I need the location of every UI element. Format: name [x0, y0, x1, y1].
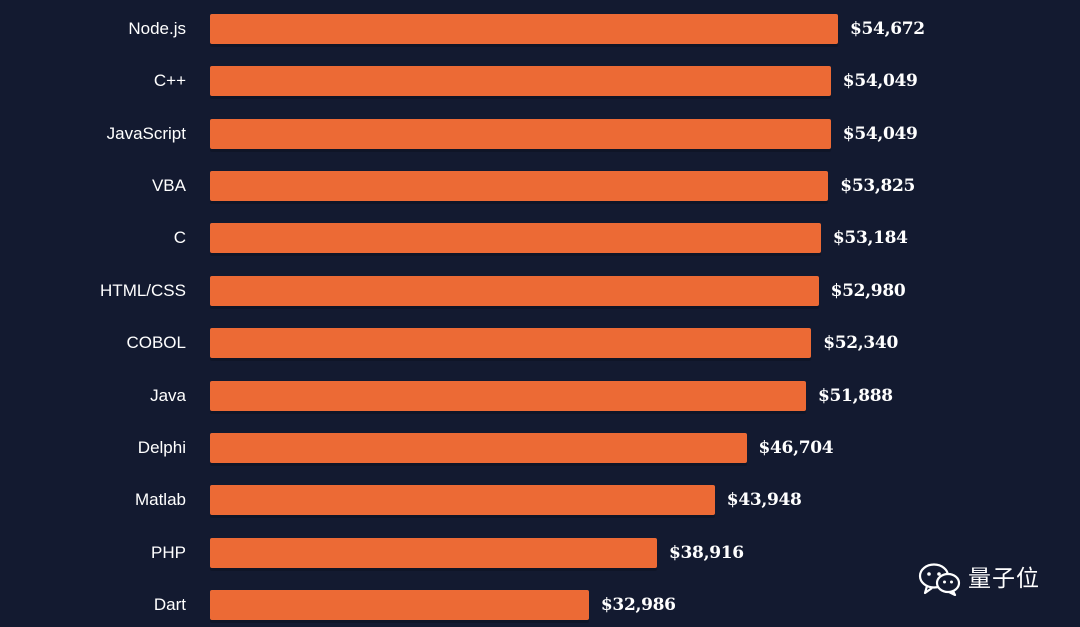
bar	[210, 171, 829, 202]
category-label: PHP	[151, 542, 186, 562]
bar	[210, 223, 821, 254]
bar	[210, 380, 806, 411]
watermark: 量子位	[918, 562, 1040, 596]
category-label: C++	[153, 71, 186, 91]
category-label: C	[173, 228, 186, 248]
value-label: $32,986	[600, 594, 676, 615]
category-label: Matlab	[134, 490, 186, 510]
category-label: Java	[150, 385, 186, 405]
value-label: $54,672	[850, 19, 925, 39]
value-label: $54,049	[842, 123, 918, 144]
bar	[210, 14, 838, 44]
value-label: $53,184	[832, 228, 908, 249]
bar	[210, 537, 657, 568]
bar	[210, 432, 747, 463]
wechat-icon	[918, 563, 961, 596]
category-label: Delphi	[137, 437, 186, 457]
value-label: $38,916	[669, 542, 744, 563]
value-label: $52,980	[830, 280, 906, 301]
value-label: $46,704	[758, 437, 834, 458]
category-label: JavaScript	[106, 123, 186, 143]
value-label: $51,888	[818, 385, 893, 406]
watermark-text: 量子位	[968, 566, 1040, 592]
category-label: Node.js	[128, 19, 186, 38]
value-label: $53,825	[840, 176, 916, 197]
bar	[210, 328, 812, 359]
bar	[210, 66, 831, 97]
category-label: Dart	[153, 594, 186, 614]
category-label: COBOL	[126, 333, 186, 353]
category-label: VBA	[151, 176, 186, 196]
bar	[210, 118, 831, 149]
category-label: HTML/CSS	[100, 280, 186, 300]
value-label: $54,049	[842, 71, 918, 92]
bar	[210, 485, 715, 516]
value-label: $43,948	[726, 490, 802, 511]
bar	[210, 589, 589, 620]
value-label: $52,340	[823, 333, 898, 354]
bar	[210, 275, 819, 306]
